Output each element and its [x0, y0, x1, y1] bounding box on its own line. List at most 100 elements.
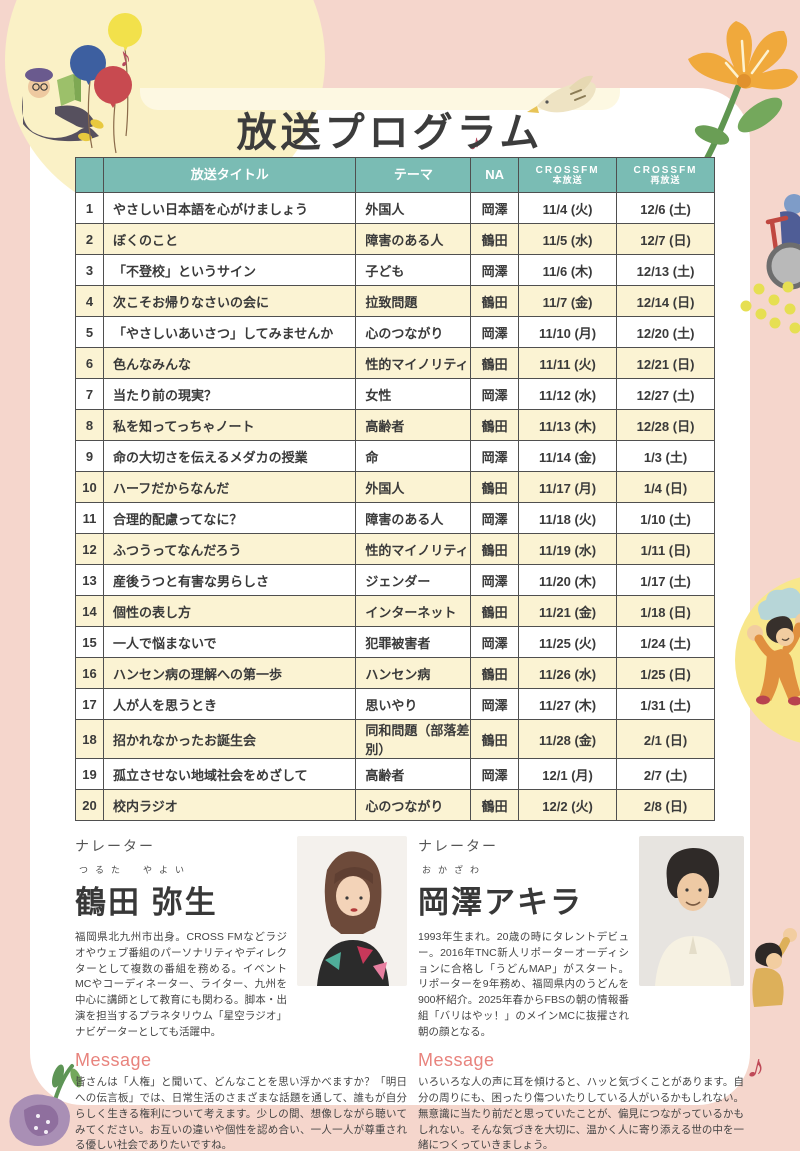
table-row: 16 ハンセン病の理解への第一歩 ハンセン病 鶴田 11/26 (水) 1/25… — [75, 657, 715, 689]
message-heading: Message — [75, 1050, 152, 1071]
row-broadcast-title: 孤立させない地域社会をめざして — [102, 758, 357, 790]
message-heading: Message — [418, 1050, 495, 1071]
row-broadcast-title: 一人で悩まないで — [102, 626, 357, 658]
row-number: 16 — [75, 657, 104, 689]
row-main-date: 11/25 (火) — [518, 626, 618, 658]
row-narrator: 鶴田 — [470, 789, 520, 821]
header-main-broadcast: CROSSFM 本放送 — [518, 157, 618, 193]
row-broadcast-title: ぼくのこと — [102, 223, 357, 255]
program-table: 放送タイトル テーマ NA CROSSFM 本放送 CROSSFM 再放送 1 … — [75, 157, 715, 821]
row-number: 4 — [75, 285, 104, 317]
row-broadcast-title: 次こそお帰りなさいの会に — [102, 285, 357, 317]
row-main-date: 11/18 (火) — [518, 502, 618, 534]
row-main-date: 12/1 (月) — [518, 758, 618, 790]
row-rerun-date: 12/27 (土) — [616, 378, 715, 410]
narrator-card-okazawa: ナレーター おかざわ 岡澤アキラ 1993年生まれ。20歳の時にタレントデビュー… — [418, 836, 744, 1151]
row-narrator: 鶴田 — [470, 285, 520, 317]
row-broadcast-title: 人が人を思うとき — [102, 688, 357, 720]
row-rerun-date: 1/31 (土) — [616, 688, 715, 720]
row-broadcast-title: 「不登校」というサイン — [102, 254, 357, 286]
row-broadcast-title: 招かれなかったお誕生会 — [102, 719, 357, 759]
row-main-date: 11/27 (木) — [518, 688, 618, 720]
row-theme: 高齢者 — [355, 409, 472, 441]
header-main-station: CROSSFM — [535, 164, 600, 176]
table-row: 6 色んなみんな 性的マイノリティ 鶴田 11/11 (火) 12/21 (日) — [75, 347, 715, 379]
row-rerun-date: 1/25 (日) — [616, 657, 715, 689]
row-broadcast-title: やさしい日本語を心がけましょう — [102, 192, 357, 224]
row-rerun-date: 12/7 (日) — [616, 223, 715, 255]
row-number: 2 — [75, 223, 104, 255]
narrator-photo — [297, 836, 407, 986]
cream-top-band — [140, 88, 620, 110]
row-theme: ジェンダー — [355, 564, 472, 596]
row-rerun-date: 1/3 (土) — [616, 440, 715, 472]
row-narrator: 岡澤 — [470, 378, 520, 410]
table-row: 20 校内ラジオ 心のつながり 鶴田 12/2 (火) 2/8 (日) — [75, 789, 715, 821]
table-row: 15 一人で悩まないで 犯罪被害者 岡澤 11/25 (火) 1/24 (土) — [75, 626, 715, 658]
table-row: 2 ぼくのこと 障害のある人 鶴田 11/5 (水) 12/7 (日) — [75, 223, 715, 255]
row-broadcast-title: 命の大切さを伝えるメダカの授業 — [102, 440, 357, 472]
table-row: 18 招かれなかったお誕生会 同和問題（部落差別） 鶴田 11/28 (金) 2… — [75, 719, 715, 759]
narrator-card-tsuruta: ナレーター つるた やよい 鶴田 弥生 福岡県北九州市出身。CROSS FMなど… — [75, 836, 407, 1151]
row-theme: 犯罪被害者 — [355, 626, 472, 658]
table-row: 5 「やさしいあいさつ」してみませんか 心のつながり 岡澤 11/10 (月) … — [75, 316, 715, 348]
row-narrator: 岡澤 — [470, 688, 520, 720]
row-rerun-date: 1/4 (日) — [616, 471, 715, 503]
row-main-date: 11/14 (金) — [518, 440, 618, 472]
header-number — [75, 157, 104, 193]
table-row: 12 ふつうってなんだろう 性的マイノリティ 鶴田 11/19 (水) 1/11… — [75, 533, 715, 565]
row-theme: 子ども — [355, 254, 472, 286]
row-narrator: 鶴田 — [470, 719, 520, 759]
row-rerun-date: 1/10 (土) — [616, 502, 715, 534]
row-rerun-date: 12/13 (土) — [616, 254, 715, 286]
row-number: 18 — [75, 719, 104, 759]
row-number: 5 — [75, 316, 104, 348]
page-title: 放送プログラム — [236, 111, 544, 155]
narrator-furigana: つるた やよい — [79, 865, 192, 875]
row-main-date: 11/4 (火) — [518, 192, 618, 224]
row-number: 8 — [75, 409, 104, 441]
row-narrator: 鶴田 — [470, 347, 520, 379]
wheelchair-illustration — [752, 192, 800, 292]
row-broadcast-title: ハンセン病の理解への第一歩 — [102, 657, 357, 689]
row-main-date: 11/10 (月) — [518, 316, 618, 348]
row-main-date: 11/11 (火) — [518, 347, 618, 379]
row-number: 13 — [75, 564, 104, 596]
table-row: 13 産後うつと有害な男らしさ ジェンダー 岡澤 11/20 (木) 1/17 … — [75, 564, 715, 596]
table-row: 17 人が人を思うとき 思いやり 岡澤 11/27 (木) 1/31 (土) — [75, 688, 715, 720]
table-row: 19 孤立させない地域社会をめざして 高齢者 岡澤 12/1 (月) 2/7 (… — [75, 758, 715, 790]
row-main-date: 11/17 (月) — [518, 471, 618, 503]
narrator-name: 岡澤アキラ — [418, 885, 583, 920]
row-theme: 性的マイノリティ — [355, 533, 472, 565]
row-rerun-date: 12/20 (土) — [616, 316, 715, 348]
row-theme: 心のつながり — [355, 789, 472, 821]
row-main-date: 11/6 (木) — [518, 254, 618, 286]
row-rerun-date: 2/7 (土) — [616, 758, 715, 790]
row-main-date: 11/12 (水) — [518, 378, 618, 410]
row-theme: 拉致問題 — [355, 285, 472, 317]
table-row: 14 個性の表し方 インターネット 鶴田 11/21 (金) 1/18 (日) — [75, 595, 715, 627]
row-main-date: 11/5 (水) — [518, 223, 618, 255]
row-broadcast-title: 当たり前の現実？ — [102, 378, 357, 410]
row-theme: 障害のある人 — [355, 502, 472, 534]
row-rerun-date: 12/28 (日) — [616, 409, 715, 441]
row-broadcast-title: 産後うつと有害な男らしさ — [102, 564, 357, 596]
narrator-name: 鶴田 弥生 — [75, 885, 218, 920]
table-row: 11 合理的配慮ってなに？ 障害のある人 岡澤 11/18 (火) 1/10 (… — [75, 502, 715, 534]
row-theme: 障害のある人 — [355, 223, 472, 255]
row-narrator: 鶴田 — [470, 409, 520, 441]
row-narrator: 岡澤 — [470, 316, 520, 348]
row-broadcast-title: 私を知ってっちゃノート — [102, 409, 357, 441]
header-theme: テーマ — [355, 157, 472, 193]
row-rerun-date: 1/24 (土) — [616, 626, 715, 658]
narrator-furigana: おかざわ — [422, 865, 487, 875]
row-main-date: 11/26 (水) — [518, 657, 618, 689]
row-number: 1 — [75, 192, 104, 224]
table-header: 放送タイトル テーマ NA CROSSFM 本放送 CROSSFM 再放送 — [75, 157, 715, 193]
row-narrator: 鶴田 — [470, 223, 520, 255]
row-main-date: 11/20 (木) — [518, 564, 618, 596]
table-row: 1 やさしい日本語を心がけましょう 外国人 岡澤 11/4 (火) 12/6 (… — [75, 192, 715, 224]
row-theme: 外国人 — [355, 471, 472, 503]
row-number: 11 — [75, 502, 104, 534]
